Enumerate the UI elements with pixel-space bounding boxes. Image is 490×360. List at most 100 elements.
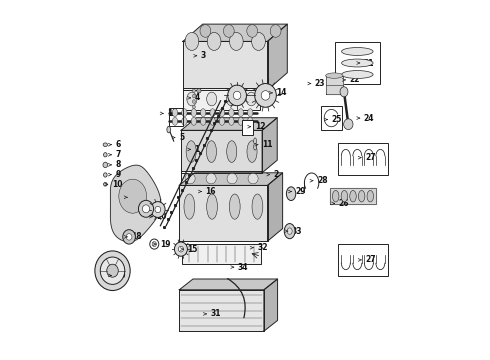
Text: 3: 3: [201, 51, 206, 60]
Polygon shape: [183, 24, 287, 41]
Ellipse shape: [340, 87, 348, 97]
Text: 4: 4: [195, 94, 200, 102]
Ellipse shape: [200, 117, 206, 125]
Ellipse shape: [343, 119, 353, 130]
Ellipse shape: [227, 173, 237, 184]
Ellipse shape: [210, 109, 215, 117]
Text: 27: 27: [365, 153, 376, 162]
Ellipse shape: [193, 105, 196, 109]
Ellipse shape: [200, 24, 211, 37]
Text: 28: 28: [317, 176, 328, 185]
Ellipse shape: [139, 200, 153, 217]
Text: 14: 14: [276, 88, 287, 97]
Text: 15: 15: [187, 245, 198, 253]
Ellipse shape: [182, 109, 187, 117]
Text: 17: 17: [131, 193, 142, 202]
Ellipse shape: [155, 206, 161, 213]
Bar: [243, 120, 253, 135]
Ellipse shape: [185, 32, 199, 50]
Text: 2: 2: [274, 170, 279, 179]
Polygon shape: [179, 290, 264, 331]
Ellipse shape: [119, 179, 147, 213]
Text: 34: 34: [238, 263, 248, 271]
Ellipse shape: [286, 187, 296, 201]
Ellipse shape: [247, 109, 253, 117]
Ellipse shape: [182, 117, 187, 125]
Text: 13: 13: [167, 109, 178, 118]
Ellipse shape: [350, 190, 356, 202]
Text: 6: 6: [116, 140, 121, 149]
Ellipse shape: [193, 89, 196, 93]
Ellipse shape: [342, 59, 373, 67]
Ellipse shape: [200, 109, 206, 117]
Ellipse shape: [254, 144, 257, 150]
Bar: [338, 244, 388, 276]
Bar: [321, 106, 342, 130]
Ellipse shape: [207, 194, 218, 219]
Ellipse shape: [326, 73, 343, 78]
Polygon shape: [268, 24, 287, 90]
Ellipse shape: [342, 71, 373, 78]
Polygon shape: [183, 41, 268, 90]
Ellipse shape: [229, 109, 234, 117]
Ellipse shape: [100, 257, 125, 284]
Ellipse shape: [172, 109, 178, 117]
Text: 16: 16: [205, 187, 216, 196]
Ellipse shape: [252, 194, 263, 219]
Bar: [181, 171, 262, 186]
Ellipse shape: [229, 117, 234, 125]
Text: 27: 27: [365, 256, 376, 264]
Ellipse shape: [223, 24, 234, 37]
Ellipse shape: [238, 109, 244, 117]
Polygon shape: [264, 279, 277, 331]
Ellipse shape: [103, 173, 107, 177]
Ellipse shape: [197, 89, 201, 93]
Ellipse shape: [210, 117, 215, 125]
Ellipse shape: [233, 91, 241, 99]
Ellipse shape: [229, 194, 240, 219]
Text: 19: 19: [160, 240, 171, 248]
Text: 18: 18: [131, 233, 142, 241]
Polygon shape: [179, 279, 277, 290]
Ellipse shape: [252, 32, 266, 50]
Ellipse shape: [270, 24, 281, 37]
Ellipse shape: [367, 190, 373, 202]
Text: 8: 8: [116, 161, 121, 169]
Ellipse shape: [248, 173, 258, 184]
Ellipse shape: [103, 143, 107, 147]
Polygon shape: [110, 165, 161, 242]
Ellipse shape: [191, 109, 196, 117]
Ellipse shape: [103, 153, 107, 157]
Ellipse shape: [284, 224, 295, 239]
Text: 22: 22: [349, 76, 360, 85]
Ellipse shape: [247, 141, 257, 162]
Ellipse shape: [255, 84, 276, 107]
Text: 24: 24: [364, 113, 374, 122]
Ellipse shape: [178, 246, 184, 252]
Ellipse shape: [187, 92, 197, 106]
Ellipse shape: [193, 94, 196, 98]
Polygon shape: [181, 118, 277, 130]
Ellipse shape: [151, 202, 165, 217]
Text: 9: 9: [116, 170, 121, 179]
Ellipse shape: [186, 141, 196, 162]
Polygon shape: [181, 130, 262, 173]
Polygon shape: [326, 76, 343, 94]
Bar: [182, 244, 261, 264]
Ellipse shape: [207, 92, 217, 106]
Bar: [335, 42, 380, 84]
Bar: [169, 108, 183, 126]
Ellipse shape: [206, 173, 216, 184]
Ellipse shape: [185, 173, 195, 184]
Ellipse shape: [184, 194, 195, 219]
Ellipse shape: [227, 141, 237, 162]
Ellipse shape: [103, 162, 108, 167]
Ellipse shape: [143, 205, 149, 213]
Polygon shape: [330, 188, 376, 204]
Ellipse shape: [261, 91, 270, 100]
Ellipse shape: [238, 117, 244, 125]
Text: 10: 10: [112, 180, 122, 189]
Polygon shape: [262, 118, 277, 173]
Ellipse shape: [167, 126, 171, 133]
Bar: [183, 88, 260, 110]
